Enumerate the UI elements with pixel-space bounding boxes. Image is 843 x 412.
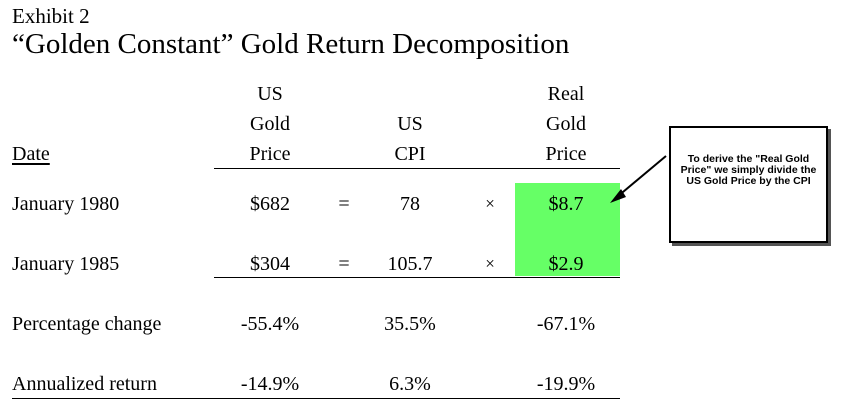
row-jan-1985-real: $2.9 [548, 253, 584, 275]
row-jan-1985-gold: $304 [250, 253, 290, 275]
summary-pct-change-gold: -55.4% [240, 313, 300, 335]
row-label-jan-1980: January 1980 [12, 193, 120, 215]
column-header-real-line1: Real [547, 83, 585, 105]
column-header-gold-line1: US [257, 83, 283, 105]
row-jan-1980-real: $8.7 [548, 193, 584, 215]
summary-annualized-cpi: 6.3% [389, 373, 431, 395]
real-price-highlight [515, 183, 620, 276]
row-jan-1980-gold: $682 [250, 193, 290, 215]
column-header-gold-line2: Gold [250, 113, 290, 135]
summary-label-pct-change: Percentage change [12, 313, 162, 335]
row-label-jan-1985: January 1985 [12, 253, 120, 275]
summary-pct-change-cpi: 35.5% [384, 313, 436, 335]
callout-note: To derive the "Real Gold Price" we simpl… [669, 126, 828, 243]
header-rule [214, 168, 620, 169]
row-rule [214, 277, 620, 278]
bottom-rule [12, 398, 620, 399]
row-jan-1980-cpi: 78 [400, 193, 420, 215]
column-header-date: Date [12, 143, 50, 165]
row-jan-1985-equals: = [338, 253, 350, 275]
row-jan-1980-equals: = [338, 193, 350, 215]
column-header-real-line3: Price [545, 143, 587, 165]
column-header-gold-line3: Price [249, 143, 291, 165]
row-jan-1980-times: × [485, 194, 495, 213]
column-header-cpi-line2: CPI [394, 143, 426, 165]
row-jan-1985-times: × [485, 254, 495, 273]
summary-pct-change-real: -67.1% [536, 313, 596, 335]
page-title: “Golden Constant” Gold Return Decomposit… [12, 28, 570, 60]
column-header-cpi-line1: US [397, 113, 423, 135]
summary-annualized-gold: -14.9% [240, 373, 300, 395]
summary-label-annualized: Annualized return [12, 373, 157, 395]
exhibit-label: Exhibit 2 [12, 4, 90, 28]
summary-annualized-real: -19.9% [536, 373, 596, 395]
column-header-real-line2: Gold [546, 113, 586, 135]
callout-text: To derive the "Real Gold Price" we simpl… [680, 153, 817, 187]
row-jan-1985-cpi: 105.7 [387, 253, 433, 275]
